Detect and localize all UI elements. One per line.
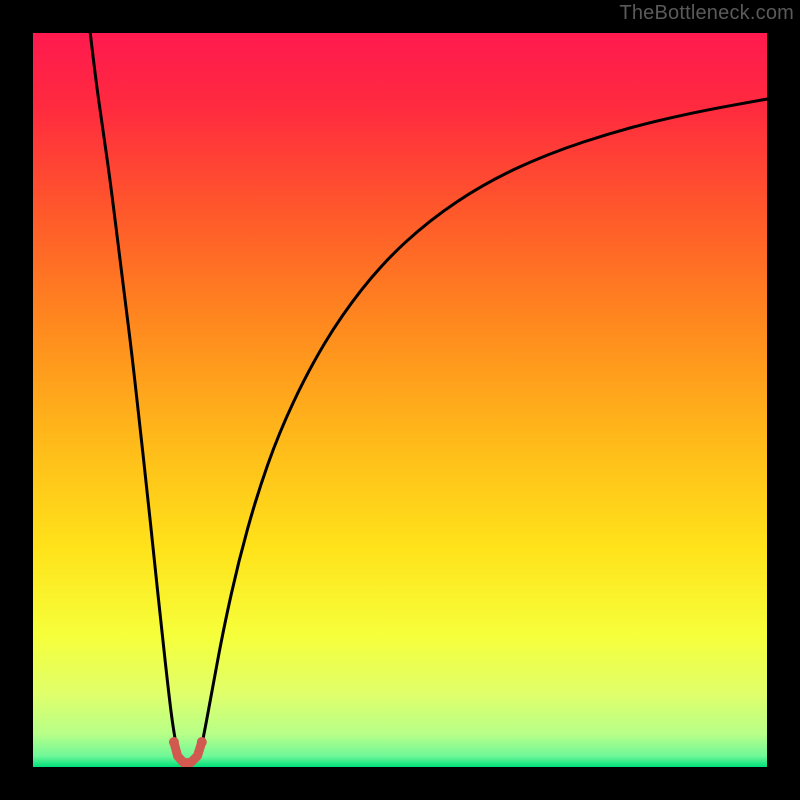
trough-endpoint-dot	[197, 737, 207, 747]
trough-endpoint-dot	[169, 737, 179, 747]
chart-container: TheBottleneck.com	[0, 0, 800, 800]
watermark-text: TheBottleneck.com	[619, 2, 794, 25]
gradient-background	[33, 33, 767, 767]
bottleneck-chart	[0, 0, 800, 800]
